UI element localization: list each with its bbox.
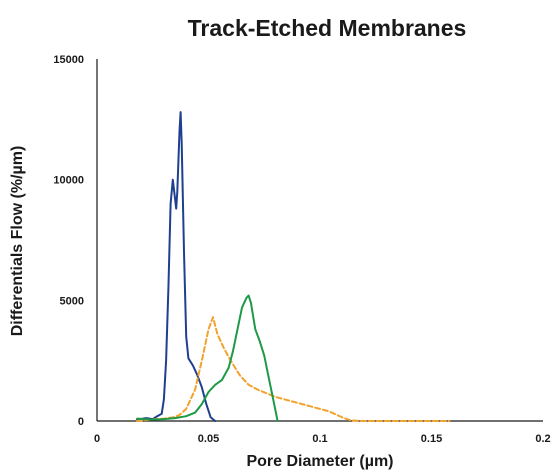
series-line-3 [136, 294, 279, 422]
series-line-1 [136, 111, 217, 422]
x-tick-label: 0.05 [198, 433, 219, 445]
y-tick-label: 15000 [53, 54, 84, 66]
series-line-2 [136, 316, 451, 422]
y-tick-labels: 0 5000 10000 15000 [53, 54, 84, 428]
chart-title: Track-Etched Membranes [188, 15, 467, 41]
x-axis-label: Pore Diameter (µm) [246, 453, 393, 470]
x-tick-labels: 0 0.05 0.1 0.15 0.2 [94, 433, 551, 445]
y-tick-label: 5000 [60, 295, 84, 307]
y-axis-label: Differentials Flow (%/µm) [9, 146, 26, 337]
y-tick-label: 0 [78, 416, 84, 428]
series-layer [136, 111, 451, 422]
x-tick-label: 0.15 [421, 433, 442, 445]
x-tick-label: 0.1 [312, 433, 327, 445]
x-tick-label: 0.2 [535, 433, 550, 445]
y-tick-label: 10000 [53, 175, 84, 187]
x-tick-label: 0 [94, 433, 100, 445]
